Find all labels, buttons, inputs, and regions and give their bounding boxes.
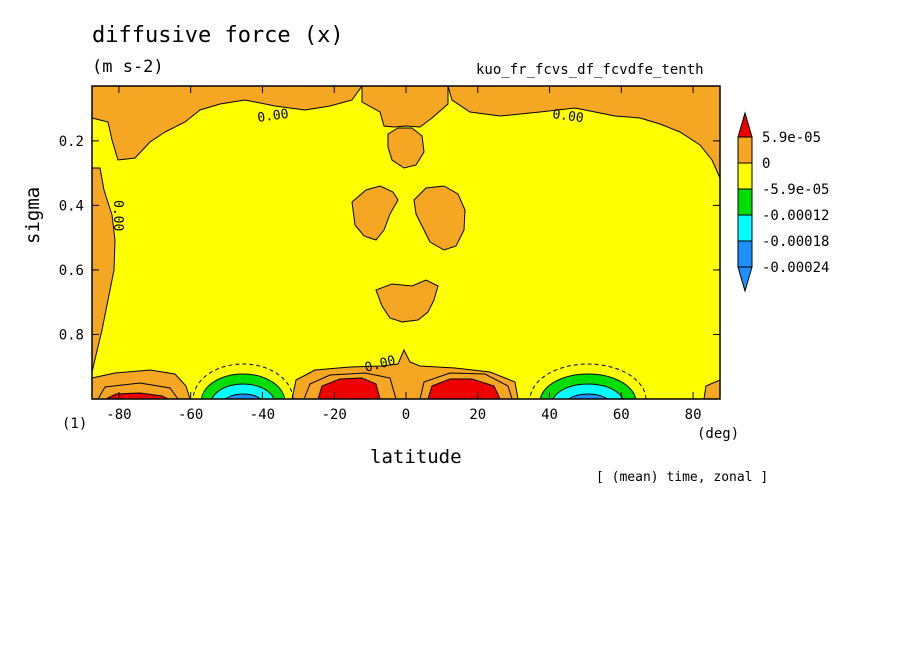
y-tick-label: 0.2: [59, 134, 84, 150]
x-axis-ticks: -80 -60 -40 -20 0 20 40 60 80: [106, 86, 702, 423]
x-tick-label: -60: [178, 407, 203, 423]
y-axis-label: sigma: [22, 186, 44, 244]
colorbar-top-triangle: [737, 111, 753, 138]
bottom-red-center-right: [427, 378, 501, 399]
colorbar-label: -0.00012: [762, 208, 829, 224]
x-tick-label: -80: [106, 407, 131, 423]
x-tick-label: 40: [541, 407, 558, 423]
colorbar-label: 0: [762, 156, 770, 172]
x-tick-label: 80: [685, 407, 702, 423]
y-axis-ticks: 0.2 0.4 0.6 0.8: [59, 134, 720, 343]
top-orange-right: [447, 86, 720, 179]
colorbar-label: -0.00018: [762, 234, 829, 250]
x-tick-label: 20: [469, 407, 486, 423]
chart-title: diffusive force (x): [92, 23, 344, 48]
left-edge-orange: [92, 167, 116, 373]
y-axis-unit: (1): [62, 416, 88, 432]
neg-blue-left: [224, 393, 262, 399]
y-tick-label: 0.8: [59, 327, 84, 343]
neg-cyan-left: [211, 383, 275, 399]
contour-label: 0.00: [110, 200, 125, 231]
contour-label: 0.00: [551, 107, 584, 126]
colorbar-band: [737, 162, 753, 190]
bottom-red-center-left: [317, 377, 381, 399]
bottom-red-left: [105, 392, 169, 399]
colorbar-band: [737, 240, 753, 268]
colorbar: 5.9e-05 0 -5.9e-05 -0.00012 -0.00018 -0.00024: [737, 111, 829, 293]
bottom-orange: [92, 348, 720, 399]
blob-mid-right: [413, 185, 466, 251]
x-tick-label: 0: [402, 407, 410, 423]
colorbar-bottom-triangle: [737, 266, 753, 293]
colorbar-label: -0.00024: [762, 260, 829, 276]
blob-lower-center: [375, 279, 439, 323]
x-tick-label: 60: [613, 407, 630, 423]
neg-cyan-right: [552, 383, 624, 399]
top-orange-center: [361, 86, 449, 128]
contour-fill: [92, 86, 720, 399]
blob-upper-center: [387, 127, 425, 169]
colorbar-label: 5.9e-05: [762, 130, 821, 146]
neg-dash-right: [529, 363, 647, 399]
pos-contour-line: [97, 372, 513, 399]
colorbar-band: [737, 214, 753, 242]
footnote: [ (mean) time, zonal ]: [596, 470, 769, 485]
y-tick-label: 0.6: [59, 263, 84, 279]
contour-label: 0.00: [256, 107, 289, 126]
x-tick-label: -20: [322, 407, 347, 423]
x-tick-label: -40: [250, 407, 275, 423]
colorbar-band: [737, 136, 753, 164]
colorbar-band: [737, 188, 753, 216]
neg-dash-left: [192, 363, 294, 399]
run-name: kuo_fr_fcvs_df_fcvdfe_tenth: [476, 62, 704, 78]
y-tick-label: 0.4: [59, 198, 84, 214]
blob-mid-left: [351, 185, 399, 241]
neg-blue-right: [567, 393, 609, 399]
chart-units: (m s-2): [92, 57, 164, 77]
x-axis-label: latitude: [370, 446, 462, 468]
colorbar-label: -5.9e-05: [762, 182, 829, 198]
top-orange-left: [92, 86, 363, 161]
x-axis-unit: (deg): [697, 426, 740, 442]
